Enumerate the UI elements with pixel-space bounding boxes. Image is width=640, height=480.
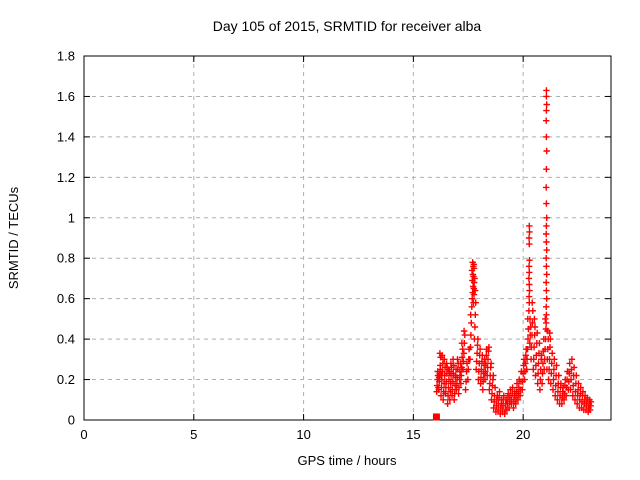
axis-ticks — [83, 55, 611, 421]
x-tick-label: 10 — [296, 427, 310, 442]
y-tick-label: 0.8 — [57, 251, 75, 266]
plot-border — [83, 55, 612, 421]
x-tick-label: 5 — [190, 427, 197, 442]
y-tick-label: 1.4 — [57, 129, 75, 144]
y-tick-label: 1.8 — [57, 49, 75, 64]
y-tick-label: 0.6 — [57, 291, 75, 306]
x-tick-label: 20 — [516, 427, 530, 442]
y-tick-label: 1 — [68, 210, 75, 225]
y-tick-label: 1.6 — [57, 89, 75, 104]
data-points — [432, 87, 595, 421]
x-tick-label: 0 — [80, 427, 87, 442]
y-tick-label: 0.4 — [57, 332, 75, 347]
chart-title: Day 105 of 2015, SRMTID for receiver alb… — [213, 18, 482, 34]
y-axis-label: SRMTID / TECUs — [6, 186, 21, 289]
start-square-marker — [432, 413, 440, 421]
x-tick-labels: 0 5 10 15 20 — [80, 427, 530, 442]
x-tick-label: 15 — [406, 427, 420, 442]
srmtid-points — [433, 87, 595, 418]
y-tick-label: 0 — [68, 413, 75, 428]
y-tick-labels: 0 0.2 0.4 0.6 0.8 1 1.2 1.4 1.6 1.8 — [57, 49, 75, 428]
x-axis-label: GPS time / hours — [298, 453, 397, 468]
y-tick-label: 0.2 — [57, 372, 75, 387]
y-tick-label: 1.2 — [57, 170, 75, 185]
